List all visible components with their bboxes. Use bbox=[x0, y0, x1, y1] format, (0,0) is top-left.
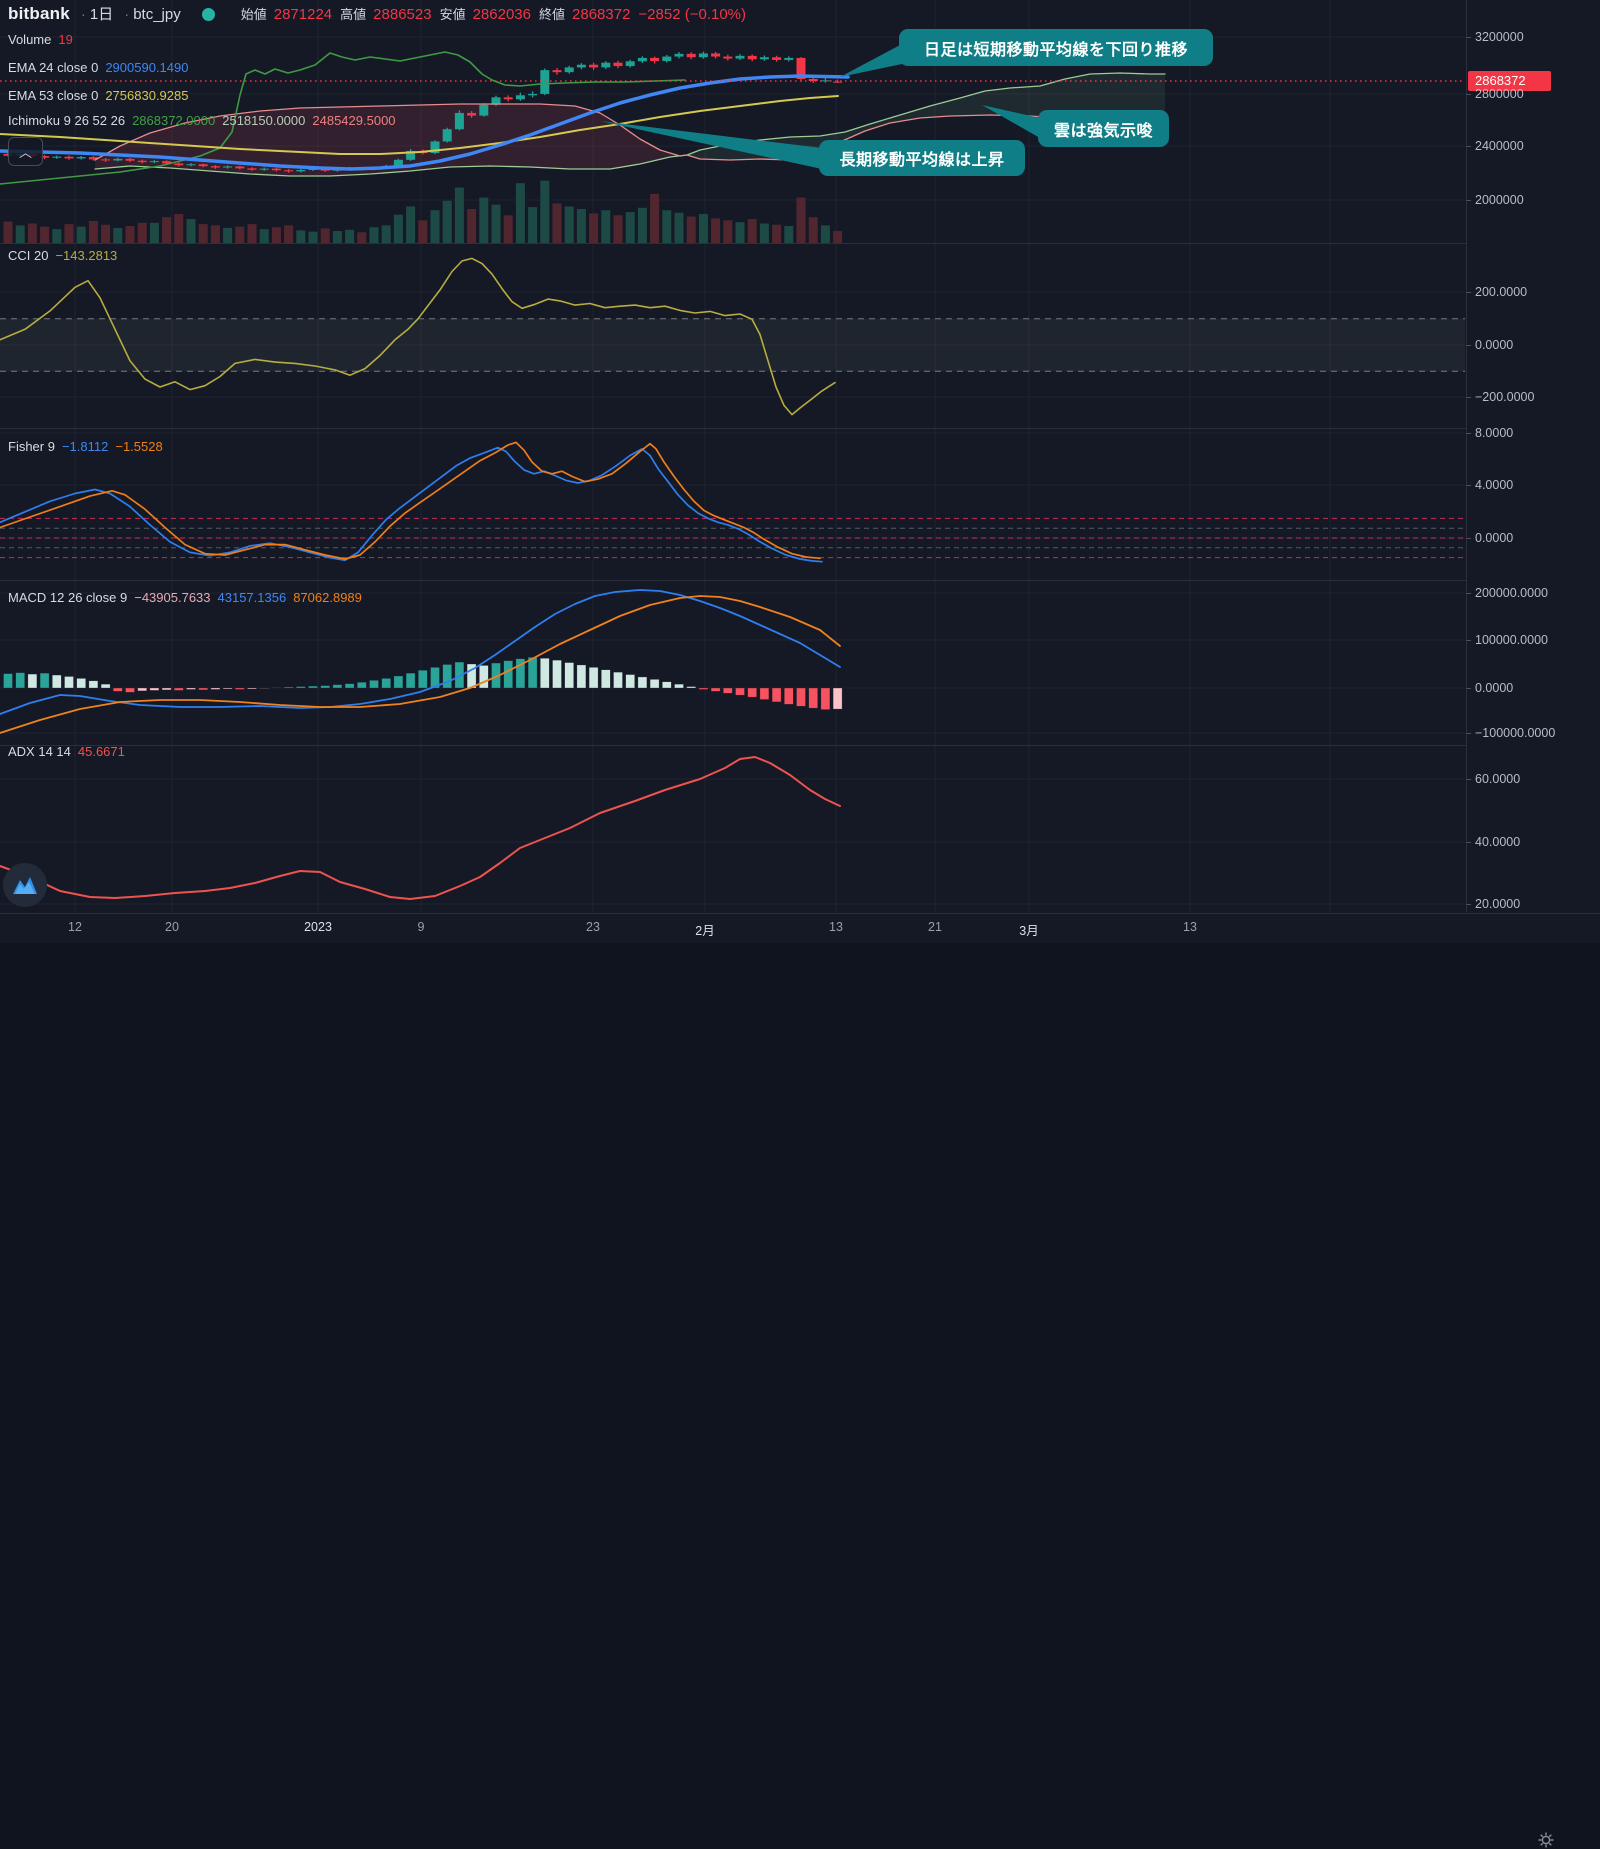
axis-label: −100000.0000 bbox=[1475, 725, 1555, 741]
callout-long-ma: 長期移動平均線は上昇 bbox=[819, 140, 1025, 176]
time-label: 2023 bbox=[304, 920, 332, 934]
axis-label: 2800000 bbox=[1475, 86, 1524, 102]
axis-label: 0.0000 bbox=[1475, 680, 1513, 696]
symbol-name[interactable]: btc_jpy bbox=[133, 6, 181, 23]
time-label: 21 bbox=[928, 920, 942, 934]
ema24-value: 2900590.1490 bbox=[105, 60, 188, 75]
legend-cci: CCI 20 −143.2813 bbox=[8, 248, 124, 263]
fisher-label: Fisher 9 bbox=[8, 439, 55, 454]
axis-label: 2400000 bbox=[1475, 138, 1524, 154]
time-label: 13 bbox=[829, 920, 843, 934]
axis-label: 2000000 bbox=[1475, 192, 1524, 208]
low-value: 2862036 bbox=[473, 6, 531, 23]
time-label: 2月 bbox=[695, 920, 714, 939]
macd-label: MACD 12 26 close 9 bbox=[8, 590, 127, 605]
axis-label: 8.0000 bbox=[1475, 425, 1513, 441]
change-value: −2852 (−0.10%) bbox=[638, 6, 746, 23]
axis-label: 40.0000 bbox=[1475, 834, 1520, 850]
header-separator2: · bbox=[124, 6, 129, 23]
chevron-up-icon: ︿ bbox=[19, 142, 32, 161]
ema53-label: EMA 53 close 0 bbox=[8, 88, 98, 103]
fisher-value-2: −1.5528 bbox=[115, 439, 162, 454]
axis-label: 60.0000 bbox=[1475, 771, 1520, 787]
legend-volume: Volume 19 bbox=[8, 32, 80, 47]
time-label: 12 bbox=[68, 920, 82, 934]
time-label: 3月 bbox=[1019, 920, 1038, 939]
adx-value: 45.6671 bbox=[78, 744, 125, 759]
time-label: 20 bbox=[165, 920, 179, 934]
high-value: 2886523 bbox=[373, 6, 431, 23]
macd-signal-value: 87062.8989 bbox=[293, 590, 362, 605]
exchange-name[interactable]: bitbank bbox=[8, 4, 70, 23]
callout-short-ma: 日足は短期移動平均線を下回り推移 bbox=[899, 29, 1213, 66]
gear-icon[interactable] bbox=[1537, 1831, 1555, 1849]
axis-label: 0.0000 bbox=[1475, 337, 1513, 353]
ema53-value: 2756830.9285 bbox=[105, 88, 188, 103]
legend-collapse-button[interactable]: ︿ bbox=[8, 137, 43, 166]
legend-adx: ADX 14 14 45.6671 bbox=[8, 744, 132, 759]
cci-label: CCI 20 bbox=[8, 248, 48, 263]
callout-cloud: 雲は強気示唆 bbox=[1038, 110, 1169, 147]
legend-ema53: EMA 53 close 0 2756830.9285 bbox=[8, 88, 195, 103]
axis-label: −200.0000 bbox=[1475, 389, 1534, 405]
low-label: 安値 bbox=[440, 7, 466, 22]
axis-label: 200.0000 bbox=[1475, 284, 1527, 300]
cci-value: −143.2813 bbox=[55, 248, 117, 263]
ichimoku-value-2: 2518150.0000 bbox=[222, 113, 305, 128]
ichimoku-label: Ichimoku 9 26 52 26 bbox=[8, 113, 125, 128]
interval-selector[interactable]: 1日 bbox=[90, 6, 113, 23]
ichimoku-value-3: 2485429.5000 bbox=[312, 113, 395, 128]
time-label: 23 bbox=[586, 920, 600, 934]
volume-value: 19 bbox=[58, 32, 72, 47]
macd-hist-value: −43905.7633 bbox=[134, 590, 210, 605]
fisher-value-1: −1.8112 bbox=[62, 439, 108, 454]
market-status-icon bbox=[202, 8, 215, 21]
time-label: 9 bbox=[418, 920, 425, 934]
close-label: 終値 bbox=[539, 7, 565, 22]
time-scale[interactable]: 12 20 2023 9 23 2月 13 21 3月 13 bbox=[0, 913, 1600, 943]
ema24-label: EMA 24 close 0 bbox=[8, 60, 98, 75]
ichimoku-value-1: 2868372.0000 bbox=[132, 113, 215, 128]
open-value: 2871224 bbox=[274, 6, 332, 23]
macd-value: 43157.1356 bbox=[218, 590, 287, 605]
axis-label: 200000.0000 bbox=[1475, 585, 1548, 601]
legend-fisher: Fisher 9 −1.8112 −1.5528 bbox=[8, 439, 170, 454]
open-label: 始値 bbox=[241, 7, 267, 22]
adx-label: ADX 14 14 bbox=[8, 744, 71, 759]
watermark-logo bbox=[3, 863, 47, 907]
time-label: 13 bbox=[1183, 920, 1197, 934]
header-separator: · bbox=[81, 6, 86, 23]
close-value: 2868372 bbox=[572, 6, 630, 23]
chart-canvas[interactable] bbox=[0, 0, 1600, 942]
volume-label: Volume bbox=[8, 32, 51, 47]
axis-label: 4.0000 bbox=[1475, 477, 1513, 493]
legend-macd: MACD 12 26 close 9 −43905.7633 43157.1356 8… bbox=[8, 590, 369, 605]
high-label: 高値 bbox=[340, 7, 366, 22]
chart-logo-icon bbox=[11, 874, 39, 896]
axis-label: 3200000 bbox=[1475, 29, 1524, 45]
legend-ichimoku: Ichimoku 9 26 52 26 2868372.0000 2518150.0… bbox=[8, 113, 403, 128]
axis-label: 20.0000 bbox=[1475, 896, 1520, 912]
axis-label: 0.0000 bbox=[1475, 530, 1513, 546]
axis-label: 100000.0000 bbox=[1475, 632, 1548, 648]
legend-ema24: EMA 24 close 0 2900590.1490 bbox=[8, 60, 195, 75]
